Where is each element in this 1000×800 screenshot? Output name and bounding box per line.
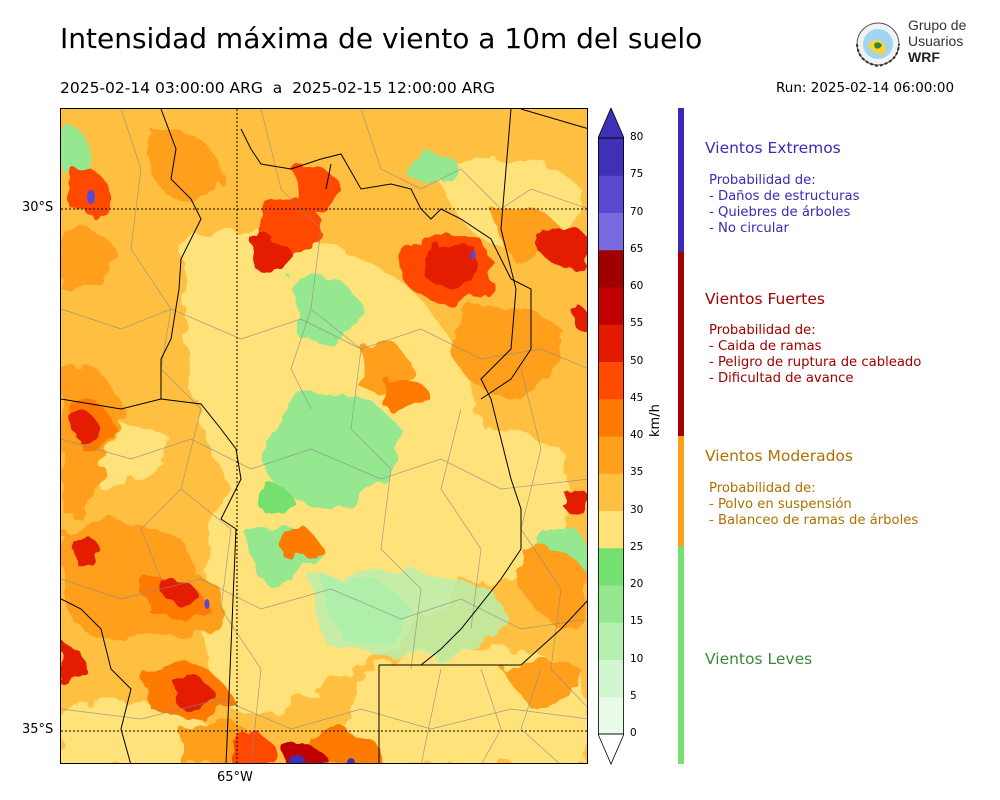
legend-title-light: Vientos Leves [705, 650, 813, 668]
colorbar-band [598, 659, 624, 698]
legend-title-extreme: Vientos Extremos [705, 139, 841, 157]
extreme-cell [87, 190, 95, 204]
legend-text-extreme: Probabilidad de: - Daños de estructuras … [709, 173, 859, 237]
wind-field-svg [61, 109, 587, 763]
colorbar-band [598, 585, 624, 623]
colorbar-extend-bottom [597, 733, 625, 766]
forecast-period: 2025-02-14 03:00:00 ARG a 2025-02-15 12:… [60, 79, 496, 97]
colorbar-tick-label: 0 [630, 727, 637, 739]
colorbar-band [598, 473, 624, 511]
legend-line: - Daños de estructuras [709, 189, 860, 204]
colorbar-tick-label: 5 [630, 689, 637, 702]
legend-line: Probabilidad de: [709, 481, 816, 496]
colorbar-band [598, 249, 624, 288]
lat-label-35s: 35°S [22, 722, 54, 737]
legend-bar-light [678, 546, 684, 764]
lon-label-65w: 65°W [217, 770, 253, 785]
colorbar-tick-label: 20 [630, 578, 644, 590]
colorbar-tick-label: 65 [630, 242, 644, 255]
logo-line1: Grupo de [908, 17, 967, 33]
legend-line: - No circular [709, 221, 789, 236]
legend-title-moderate: Vientos Moderados [705, 447, 853, 465]
colorbar-tick-label: 45 [630, 391, 644, 404]
colorbar-tick-label: 40 [630, 429, 644, 441]
colorbar [597, 106, 625, 768]
legend-line: Probabilidad de: [709, 173, 816, 188]
colorbar-band [598, 212, 624, 251]
legend-bar-extreme [678, 108, 684, 252]
logo-line2: Usuarios [908, 33, 964, 49]
chart-title: Intensidad máxima de viento a 10m del su… [60, 22, 703, 55]
legend-line: Probabilidad de: [709, 323, 816, 338]
legend-line: - Polvo en suspensión [709, 497, 852, 512]
colorbar-band [598, 622, 624, 660]
colorbar-tick-label: 35 [630, 466, 644, 479]
lat-label-30s: 30°S [22, 200, 54, 215]
colorbar-band [598, 547, 624, 586]
legend-text-strong: Probabilidad de: - Caida de ramas - Peli… [709, 323, 921, 387]
colorbar-band [598, 324, 624, 362]
colorbar-band [598, 436, 624, 474]
legend-line: - Quiebres de árboles [709, 205, 851, 220]
legend-line: - Peligro de ruptura de cableado [709, 355, 922, 370]
colorbar-band [598, 510, 624, 549]
colorbar-tick-label: 55 [630, 317, 644, 330]
colorbar-extend-top [597, 106, 625, 139]
legend-line: - Caida de ramas [709, 339, 822, 354]
legend-title-strong: Vientos Fuertes [705, 290, 825, 308]
province-borders [61, 109, 587, 763]
colorbar-tick-label: 10 [630, 652, 644, 665]
logo-line3: WRF [908, 49, 940, 65]
colorbar-band [598, 361, 624, 400]
wrf-group-logo: Grupo de Usuarios WRF [850, 18, 970, 72]
extreme-cell [289, 755, 305, 763]
colorbar-band [598, 175, 624, 213]
run-time: Run: 2025-02-14 06:00:00 [776, 80, 955, 96]
colorbar-band [598, 287, 624, 325]
colorbar-svg [597, 106, 625, 766]
colorbar-tick-label: 70 [630, 205, 644, 218]
colorbar-tick-label: 15 [630, 615, 644, 628]
legend-bar-strong [678, 252, 684, 436]
colorbar-band [598, 696, 624, 735]
extreme-cell [470, 250, 476, 260]
legend-text-moderate: Probabilidad de: - Polvo en suspensión -… [709, 481, 918, 529]
extreme-cell [204, 599, 210, 609]
logo-emblem-icon [856, 22, 900, 68]
legend-line: - Dificultad de avance [709, 371, 854, 386]
colorbar-tick-label: 60 [630, 280, 644, 292]
colorbar-band [598, 138, 624, 176]
colorbar-tick-label: 50 [630, 354, 644, 367]
extreme-cell [347, 758, 355, 763]
colorbar-tick-label: 30 [630, 503, 644, 516]
wind-contours [61, 119, 587, 763]
colorbar-tick-label: 25 [630, 540, 644, 553]
colorbar-unit: km/h [648, 404, 663, 437]
colorbar-tick-label: 75 [630, 168, 644, 181]
colorbar-outline [598, 137, 624, 735]
colorbar-band [598, 398, 624, 437]
legend-line: - Balanceo de ramas de árboles [709, 513, 919, 528]
legend-bar-moderate [678, 436, 684, 546]
wind-map[interactable] [60, 108, 588, 764]
colorbar-tick-label: 80 [630, 131, 644, 143]
